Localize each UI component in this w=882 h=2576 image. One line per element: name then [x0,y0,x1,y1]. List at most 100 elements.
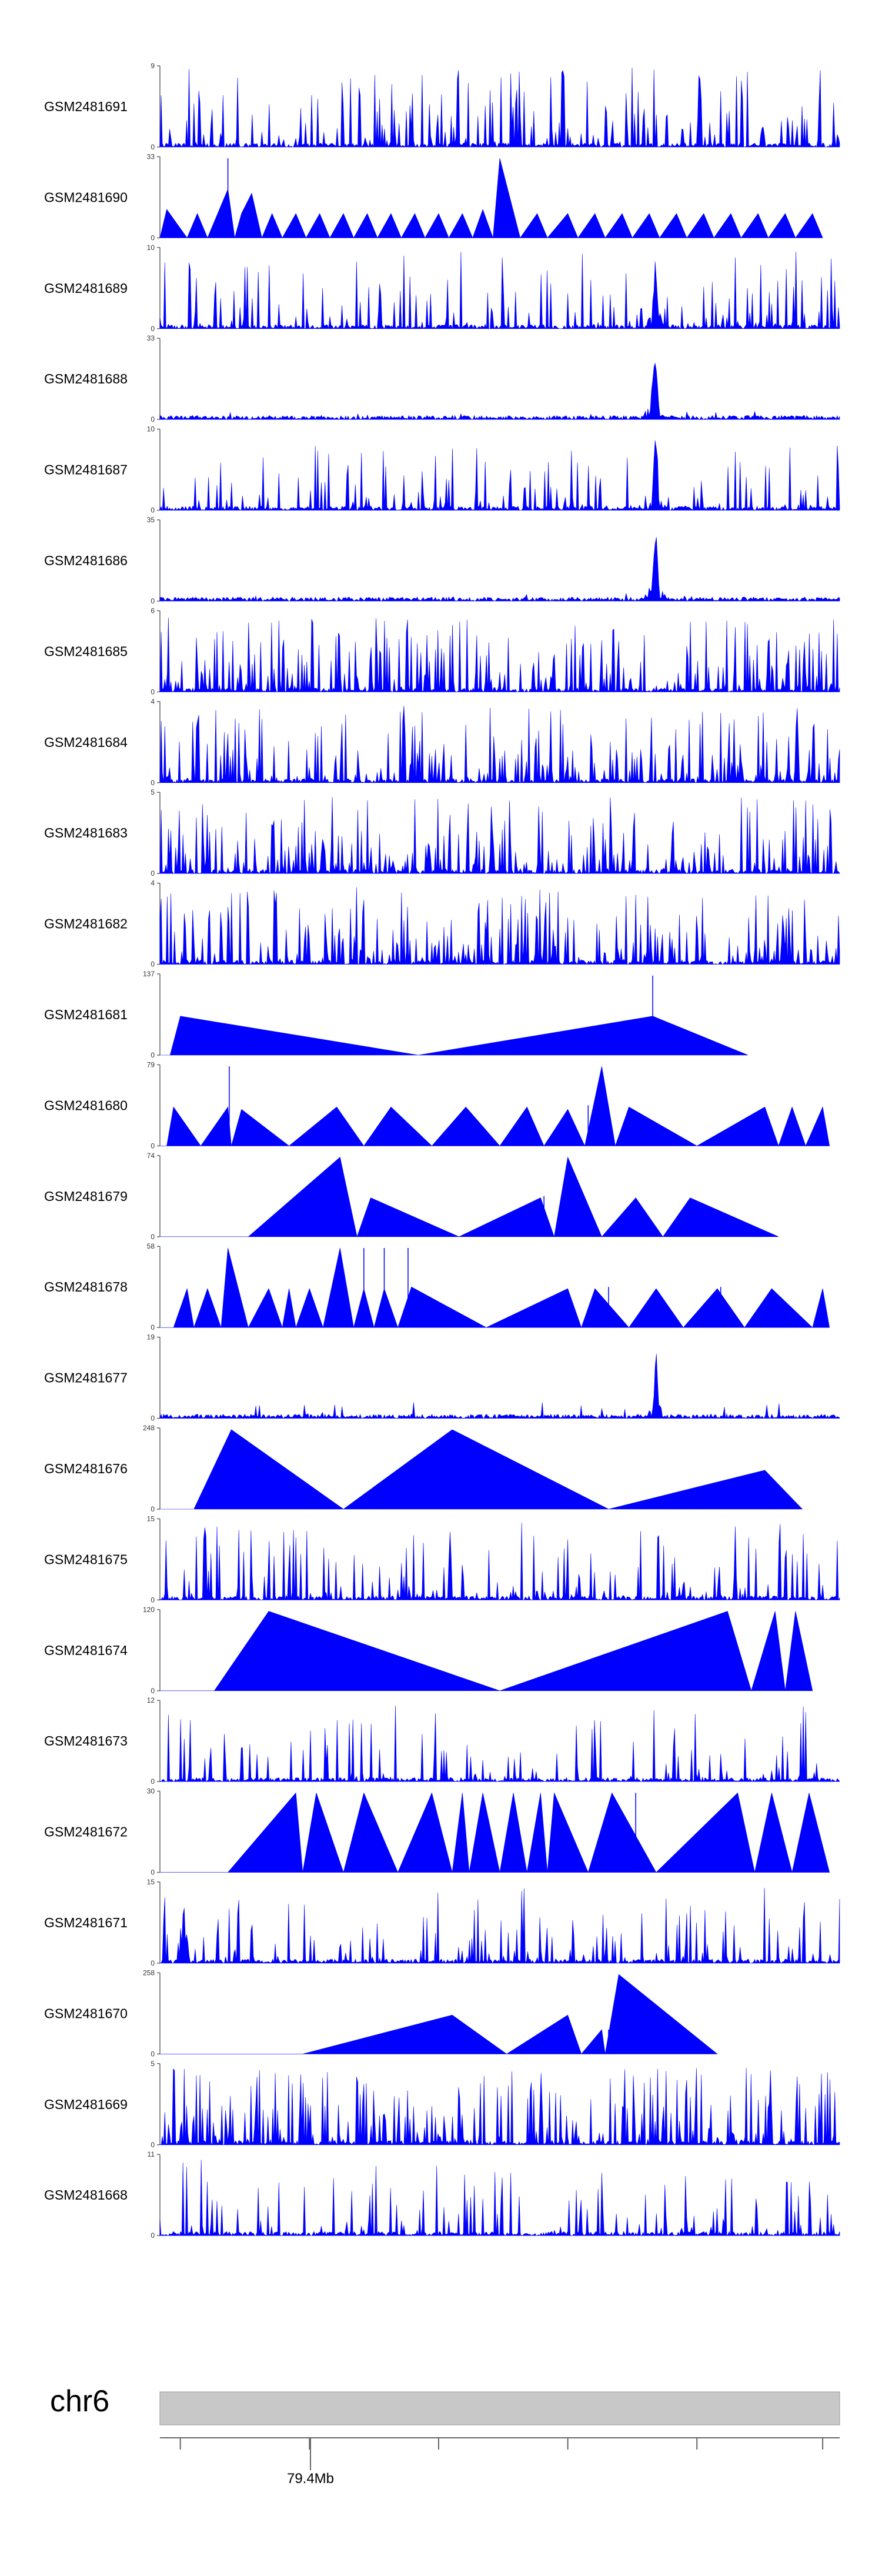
track-label: GSM2481689 [44,281,128,296]
track-label: GSM2481670 [44,2006,128,2021]
y-tick-label-max: 5 [151,2060,155,2068]
track-label: GSM2481673 [44,1733,128,1749]
y-tick-label-max: 15 [147,1514,155,1523]
signal-area [159,440,840,511]
y-tick-label-min: 0 [151,1596,155,1604]
track: GSM2481668 11 0 [44,2150,840,2240]
track: GSM2481683 5 0 [44,788,840,877]
y-tick-label-max: 35 [147,516,155,524]
track-label: GSM2481681 [44,1007,128,1022]
signal-area [159,887,840,965]
signal-area [159,2068,840,2145]
signal-tracks: GSM248169190GSM2481690330GSM2481689100GS… [44,62,840,2240]
track-label: GSM2481672 [44,1824,128,1840]
y-tick-label-max: 15 [147,1878,155,1886]
track-label: GSM2481682 [44,916,128,932]
track: GSM2481672 30 0 [44,1787,830,1877]
track: GSM2481682 4 0 [44,879,840,969]
signal-area [159,706,840,783]
track-label: GSM2481684 [44,735,128,750]
y-tick-label-min: 0 [151,1233,155,1241]
y-tick-label-max: 30 [147,1787,155,1796]
signal-area [160,1611,813,1691]
signal-area [159,67,840,148]
signal-area [160,1429,803,1510]
track-label: GSM2481678 [44,1279,128,1294]
y-tick-label-min: 0 [151,1868,155,1877]
y-tick-label-min: 0 [151,1414,155,1423]
y-tick-label-max: 79 [147,1060,155,1069]
signal-area [160,1066,830,1147]
y-tick-label-max: 248 [143,1424,155,1432]
y-tick-label-max: 9 [151,62,155,70]
track-label: GSM2481671 [44,1915,128,1930]
position-axis-ticks [179,2438,824,2470]
track: GSM2481669 5 0 [44,2060,840,2149]
track: GSM2481689 10 0 [44,243,840,333]
track-label: GSM2481686 [44,553,128,568]
chromosome-bar [159,2391,840,2425]
y-tick-label-min: 0 [151,1959,155,1967]
track-label: GSM2481683 [44,825,128,840]
track: GSM2481670 258 0 [44,1968,718,2058]
track: GSM2481676 248 0 [44,1424,803,1513]
y-tick-label-min: 0 [151,506,155,515]
y-tick-label-max: 33 [147,334,155,342]
track-label: GSM2481685 [44,643,128,659]
track: GSM2481678 58 0 [44,1242,830,1332]
position-label: 79.4Mb [287,2471,334,2487]
y-tick-label-min: 0 [151,415,155,423]
signal-area [159,537,840,602]
signal-area [160,1156,779,1237]
track-label: GSM2481691 [44,99,128,114]
y-tick-label-max: 6 [151,606,155,615]
y-tick-label-min: 0 [151,688,155,696]
track-label: GSM2481680 [44,1097,128,1113]
y-tick-label-max: 10 [147,243,155,252]
y-tick-label-min: 0 [151,960,155,969]
track: GSM2481681 137 0 [44,970,749,1059]
signal-area [159,251,840,329]
track-label: GSM2481674 [44,1643,128,1658]
y-tick-label-min: 0 [151,2050,155,2058]
y-tick-label-max: 10 [147,425,155,433]
y-tick-label-min: 0 [151,2141,155,2149]
y-tick-label-min: 0 [151,325,155,333]
signal-area [160,1247,830,1329]
track-label: GSM2481687 [44,462,128,478]
track-label: GSM2481677 [44,1370,128,1386]
y-tick-label-min: 0 [151,1687,155,1695]
signal-area [160,1974,718,2054]
track: GSM2481675 15 0 [44,1514,840,1604]
signal-area [159,797,840,875]
y-tick-label-min: 0 [151,1777,155,1786]
y-tick-label-max: 33 [147,152,155,161]
track: GSM2481679 74 0 [44,1152,779,1241]
track: GSM2481690 33 0 [44,152,823,242]
y-tick-label-min: 0 [151,143,155,151]
y-tick-label-min: 0 [151,233,155,242]
signal-area [159,158,823,239]
chromosome-ideogram: chr6 79.4Mb [50,2384,840,2487]
y-tick-label-min: 0 [151,1142,155,1150]
track-label: GSM2481669 [44,2097,128,2112]
track: GSM2481673 12 0 [44,1696,840,1786]
signal-area [159,1706,840,1783]
signal-area [159,363,840,421]
track-label: GSM2481676 [44,1461,128,1476]
track: GSM2481688 33 0 [44,334,840,423]
signal-area [159,1354,840,1419]
signal-area [159,2160,840,2237]
y-tick-label-min: 0 [151,1323,155,1332]
signal-area [159,618,840,693]
y-tick-label-min: 0 [151,869,155,877]
track: GSM2481691 9 0 [44,62,840,151]
track: GSM2481687 10 0 [44,425,840,515]
y-tick-label-min: 0 [151,1051,155,1059]
track: GSM2481684 4 0 [44,698,840,787]
track: GSM2481685 6 0 [44,606,840,696]
track-label: GSM2481688 [44,371,128,386]
track: GSM2481686 35 0 [44,516,840,605]
track-label: GSM2481679 [44,1189,128,1204]
